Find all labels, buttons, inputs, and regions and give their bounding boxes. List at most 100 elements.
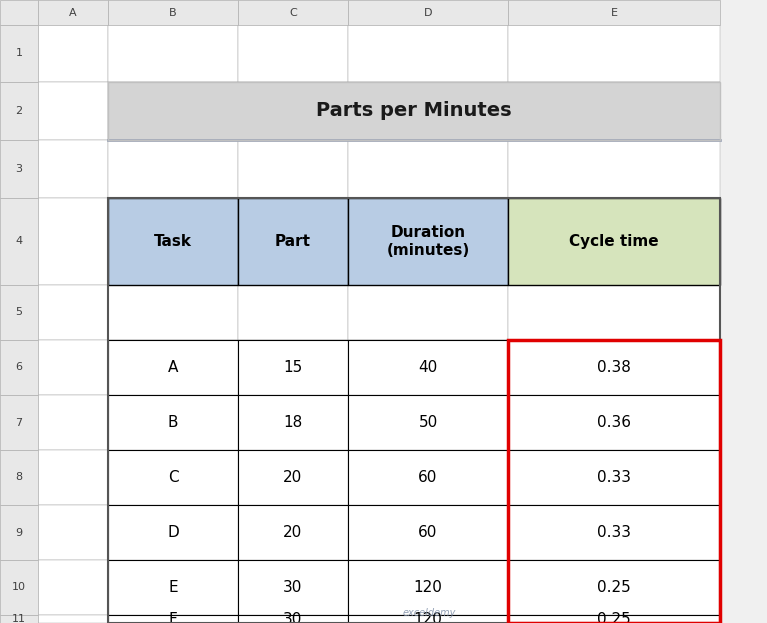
Bar xyxy=(508,340,720,395)
Bar xyxy=(238,25,348,82)
Text: 0.33: 0.33 xyxy=(597,470,631,485)
Bar xyxy=(348,82,508,140)
Bar xyxy=(348,340,508,395)
Bar xyxy=(108,285,238,340)
Bar xyxy=(38,0,108,25)
Text: B: B xyxy=(168,415,178,430)
Text: exceldemy: exceldemy xyxy=(403,608,456,618)
Bar xyxy=(508,395,720,450)
Bar xyxy=(108,198,720,623)
Text: 8: 8 xyxy=(15,472,22,482)
Bar xyxy=(38,25,108,82)
Text: A: A xyxy=(69,7,77,17)
Bar xyxy=(238,450,348,505)
Bar xyxy=(238,615,348,623)
Bar xyxy=(508,615,720,623)
Bar xyxy=(108,82,720,140)
Text: 120: 120 xyxy=(413,580,443,595)
Bar xyxy=(508,25,720,82)
Bar xyxy=(238,450,348,505)
Bar xyxy=(238,198,348,285)
Bar xyxy=(238,615,348,623)
Text: 5: 5 xyxy=(15,308,22,318)
Bar xyxy=(348,450,508,505)
Bar xyxy=(108,615,238,623)
Text: 6: 6 xyxy=(15,363,22,373)
Bar xyxy=(0,140,38,198)
Bar xyxy=(0,560,38,615)
Bar xyxy=(508,140,720,198)
Bar xyxy=(108,25,238,82)
Bar xyxy=(348,560,508,615)
Text: 4: 4 xyxy=(15,237,22,247)
Bar xyxy=(508,395,720,450)
Bar xyxy=(508,450,720,505)
Text: 60: 60 xyxy=(418,525,438,540)
Text: 7: 7 xyxy=(15,417,22,427)
Bar xyxy=(108,0,238,25)
Bar xyxy=(508,505,720,560)
Bar xyxy=(348,560,508,615)
Text: Task: Task xyxy=(154,234,192,249)
Bar xyxy=(108,395,238,450)
Text: 40: 40 xyxy=(418,360,438,375)
Bar xyxy=(0,82,38,140)
Bar xyxy=(238,0,348,25)
Text: Cycle time: Cycle time xyxy=(569,234,659,249)
Text: 0.38: 0.38 xyxy=(597,360,631,375)
Bar xyxy=(348,140,508,198)
Bar xyxy=(238,395,348,450)
Text: 30: 30 xyxy=(283,612,303,623)
Bar xyxy=(348,25,508,82)
Bar xyxy=(508,198,720,285)
Bar xyxy=(508,560,720,615)
Text: 15: 15 xyxy=(283,360,303,375)
Bar xyxy=(38,140,108,198)
Bar xyxy=(238,340,348,395)
Text: 0.33: 0.33 xyxy=(597,525,631,540)
Text: 60: 60 xyxy=(418,470,438,485)
Text: 120: 120 xyxy=(413,612,443,623)
Text: 11: 11 xyxy=(12,614,26,623)
Bar xyxy=(108,340,238,395)
Bar xyxy=(508,0,720,25)
Bar xyxy=(508,340,720,623)
Bar xyxy=(238,82,348,140)
Text: D: D xyxy=(167,525,179,540)
Bar xyxy=(38,198,108,285)
Bar xyxy=(238,198,348,285)
Bar xyxy=(508,450,720,505)
Bar xyxy=(108,450,238,505)
Bar xyxy=(348,505,508,560)
Bar xyxy=(348,395,508,450)
Text: 20: 20 xyxy=(283,470,303,485)
Bar xyxy=(0,450,38,505)
Text: D: D xyxy=(423,7,433,17)
Text: 18: 18 xyxy=(283,415,303,430)
Bar xyxy=(238,505,348,560)
Text: E: E xyxy=(168,580,178,595)
Text: C: C xyxy=(168,470,178,485)
Text: 9: 9 xyxy=(15,528,22,538)
Bar xyxy=(108,395,238,450)
Bar xyxy=(348,0,508,25)
Bar xyxy=(108,82,238,140)
Text: C: C xyxy=(289,7,297,17)
Text: Parts per Minutes: Parts per Minutes xyxy=(316,102,512,120)
Bar xyxy=(108,340,238,395)
Bar xyxy=(0,505,38,560)
Bar xyxy=(348,340,508,395)
Bar xyxy=(0,340,38,395)
Bar xyxy=(108,560,238,615)
Text: 10: 10 xyxy=(12,583,26,592)
Text: B: B xyxy=(170,7,177,17)
Bar xyxy=(238,560,348,615)
Bar xyxy=(238,285,348,340)
Bar xyxy=(0,285,38,340)
Bar xyxy=(238,340,348,395)
Bar xyxy=(0,615,38,623)
Bar xyxy=(108,198,238,285)
Bar xyxy=(38,450,108,505)
Bar xyxy=(108,198,238,285)
Bar xyxy=(348,198,508,285)
